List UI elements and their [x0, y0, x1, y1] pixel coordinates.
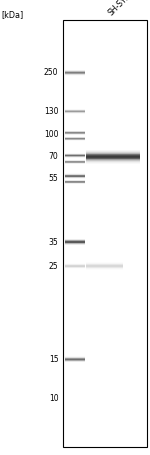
- Text: 130: 130: [44, 107, 58, 116]
- Bar: [86, 161, 140, 162]
- Bar: [86, 151, 140, 152]
- Bar: [86, 158, 140, 159]
- Text: 100: 100: [44, 130, 58, 139]
- Bar: [86, 155, 140, 156]
- Text: 10: 10: [49, 394, 58, 403]
- Bar: [86, 162, 140, 163]
- Bar: [86, 159, 140, 160]
- Bar: [63, 20, 147, 447]
- Text: 25: 25: [49, 262, 58, 271]
- Text: [kDa]: [kDa]: [2, 10, 24, 19]
- Text: 35: 35: [49, 238, 58, 247]
- Text: 55: 55: [49, 174, 58, 183]
- Bar: [86, 153, 140, 154]
- Text: SH-SY5Y: SH-SY5Y: [106, 0, 135, 17]
- Text: 15: 15: [49, 355, 58, 364]
- Text: 70: 70: [49, 152, 58, 162]
- Bar: [86, 156, 140, 157]
- Text: 250: 250: [44, 68, 58, 77]
